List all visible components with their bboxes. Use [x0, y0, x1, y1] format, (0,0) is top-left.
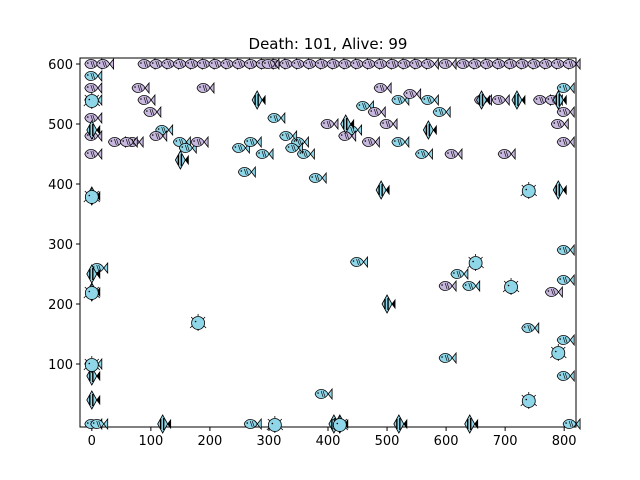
alive-fish-marker — [438, 352, 457, 364]
pufferfish-marker — [467, 253, 485, 272]
alive-fish-marker — [350, 256, 369, 268]
dead-fish-marker — [556, 136, 575, 148]
y-tick-label: 500 — [48, 118, 73, 133]
angelfish-marker — [251, 90, 266, 110]
dead-fish-marker — [550, 118, 569, 130]
alive-fish-marker — [556, 82, 575, 94]
angelfish-marker — [552, 90, 567, 110]
pufferfish-marker — [83, 283, 101, 302]
pufferfish-marker — [83, 187, 101, 206]
alive-fish-marker — [556, 244, 575, 256]
y-tick-label: 300 — [48, 238, 73, 253]
alive-fish-marker — [521, 322, 540, 334]
angelfish-marker — [156, 414, 172, 434]
angelfish-marker — [393, 414, 408, 434]
alive-fish-marker — [243, 136, 262, 148]
alive-fish-marker — [556, 334, 575, 346]
pufferfish-marker — [520, 181, 538, 200]
dead-fish-marker — [544, 286, 563, 298]
angelfish-marker — [475, 90, 491, 110]
dead-fish-marker — [497, 148, 516, 160]
dead-fish-marker — [444, 148, 463, 160]
alive-fish-marker — [308, 172, 327, 184]
dead-fish-marker — [556, 106, 575, 118]
pufferfish-marker — [502, 277, 520, 296]
alive-fish-marker — [556, 274, 575, 286]
angelfish-marker — [464, 414, 479, 434]
dead-fish-marker — [420, 58, 439, 70]
angelfish-marker — [511, 90, 526, 110]
alive-fish-marker — [556, 370, 575, 382]
pufferfish-marker — [83, 355, 101, 374]
alive-fish-marker — [450, 268, 469, 280]
dead-fish-marker — [143, 106, 162, 118]
angelfish-marker — [422, 120, 438, 140]
x-tick-label: 700 — [493, 434, 518, 449]
angelfish-marker — [86, 390, 101, 410]
x-axis: 0 100 200 300 400 500 600 700 800 — [88, 427, 577, 449]
x-tick-label: 800 — [552, 434, 577, 449]
fish-markers — [83, 58, 581, 434]
dead-fish-marker — [84, 82, 103, 94]
dead-fish-marker — [84, 148, 103, 160]
x-tick-label: 500 — [375, 434, 400, 449]
dead-fish-marker — [491, 94, 510, 106]
dead-fish-marker — [137, 94, 156, 106]
x-tick-label: 400 — [316, 434, 341, 449]
x-tick-label: 100 — [138, 434, 163, 449]
alive-fish-marker — [267, 112, 286, 124]
alive-fish-marker — [432, 106, 451, 118]
dead-fish-marker — [562, 58, 581, 70]
dead-fish-marker — [361, 136, 380, 148]
angelfish-marker — [381, 294, 396, 314]
x-tick-label: 200 — [197, 434, 222, 449]
x-tick-label: 0 — [88, 434, 96, 449]
y-tick-label: 400 — [48, 178, 73, 193]
x-tick-label: 600 — [434, 434, 459, 449]
y-axis: 100 200 300 400 500 600 — [48, 58, 80, 373]
pufferfish-marker — [189, 313, 207, 332]
dead-fish-marker — [438, 280, 457, 292]
alive-fish-marker — [237, 166, 256, 178]
dead-fish-marker — [373, 82, 392, 94]
dead-fish-marker — [379, 118, 398, 130]
dead-fish-marker — [438, 58, 457, 70]
alive-fish-marker — [255, 148, 274, 160]
alive-fish-marker — [391, 136, 410, 148]
alive-fish-marker — [562, 418, 581, 430]
chart-title: Death: 101, Alive: 99 — [249, 35, 408, 53]
alive-fish-marker — [414, 148, 433, 160]
y-tick-label: 100 — [48, 358, 73, 373]
dead-fish-marker — [196, 82, 215, 94]
alive-fish-marker — [296, 148, 315, 160]
alive-fish-marker — [462, 280, 481, 292]
alive-fish-marker — [314, 388, 333, 400]
pufferfish-marker — [520, 391, 538, 410]
alive-fish-marker — [420, 94, 439, 106]
angelfish-marker — [552, 180, 567, 200]
dead-fish-marker — [96, 58, 115, 70]
dead-fish-marker — [367, 106, 386, 118]
y-tick-label: 200 — [48, 298, 73, 313]
x-tick-label: 300 — [257, 434, 282, 449]
dead-fish-marker — [320, 118, 339, 130]
pufferfish-marker — [83, 91, 101, 110]
dead-fish-marker — [403, 88, 422, 100]
angelfish-marker — [375, 180, 390, 200]
dead-fish-marker — [190, 136, 209, 148]
angelfish-marker — [174, 150, 190, 170]
pufferfish-marker — [549, 343, 567, 362]
alive-fish-marker — [84, 70, 103, 82]
dead-fish-marker — [131, 82, 150, 94]
dead-fish-marker — [84, 112, 103, 124]
y-tick-label: 600 — [48, 58, 73, 73]
